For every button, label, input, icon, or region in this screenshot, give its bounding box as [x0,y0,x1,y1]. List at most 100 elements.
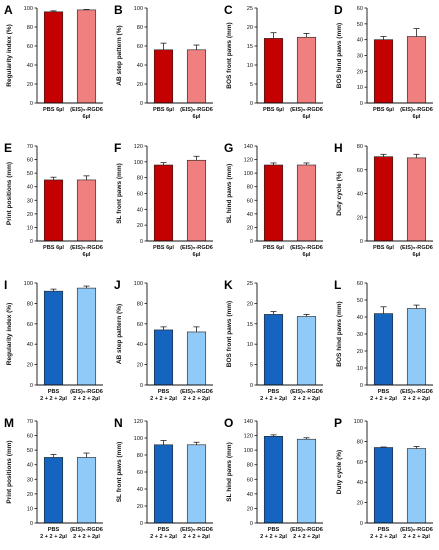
x-tick-label: PBS 6µl [43,245,64,251]
y-tick-label: 0 [250,521,253,527]
bar [406,36,427,104]
y-tick-label: 60 [357,460,363,466]
bar [373,313,394,386]
x-tick-label: (EIS)₅-RGD6 [290,527,323,533]
y-tick-label: 10 [27,506,33,512]
y-tick-label: 60 [357,168,363,174]
x-tick-label: PBS [268,527,280,533]
y-tick-label: 140 [244,144,253,150]
bar [263,435,284,524]
x-tick-label: PBS 6µl [263,245,284,251]
x-tick-label: (EIS)₅-RGD6 [290,389,323,395]
y-tick-label: 80 [137,301,143,307]
y-tick-label: 100 [354,419,363,425]
y-tick-label: 70 [27,144,33,150]
panel-letter: E [4,141,12,155]
x-tick-label: 6µl [413,252,421,258]
panel-letter: N [114,416,123,430]
panel-letter: D [334,3,343,17]
x-tick-label: (EIS)₅-RGD6 [70,107,103,113]
y-tick-label: 20 [247,301,253,307]
bar [263,314,284,386]
x-tick-label: (EIS)₅-RGD6 [180,389,213,395]
y-tick-label: 60 [137,192,143,198]
y-tick-label: 0 [30,101,33,107]
x-tick-label: PBS [378,389,390,395]
y-tick-label: 20 [137,504,143,510]
bar [263,164,284,242]
x-tick-label: 6µl [83,252,91,258]
y-tick-label: 60 [137,44,143,50]
x-tick-label: PBS [268,389,280,395]
x-tick-label: PBS 6µl [373,107,394,113]
x-tick-label: PBS 6µl [43,107,64,113]
y-tick-label: 10 [357,366,363,372]
bar [186,49,207,104]
x-tick-label: 6µl [413,114,421,120]
y-axis-label: SL front paws (mm) [116,442,123,503]
y-tick-label: 20 [27,82,33,88]
bar [373,39,394,104]
bar [76,287,97,386]
x-tick-label: (EIS)₅-RGD6 [180,527,213,533]
y-tick-label: 80 [137,453,143,459]
x-tick-label: 2 + 2 + 2µl [370,534,397,540]
y-tick-label: 60 [27,434,33,440]
x-tick-label: 2 + 2 + 2µl [260,534,287,540]
y-tick-label: 0 [30,521,33,527]
y-tick-label: 40 [247,492,253,498]
x-tick-label: (EIS)₅-RGD6 [180,107,213,113]
y-tick-label: 20 [357,501,363,507]
y-tick-label: 60 [357,6,363,12]
y-tick-label: 50 [357,298,363,304]
y-axis-label: Duty cycle (%) [336,171,343,215]
panel-letter: M [4,416,14,430]
y-tick-label: 120 [244,434,253,440]
x-tick-label: 2 + 2 + 2µl [403,534,430,540]
y-axis-label: BOS hind paws (mm) [336,301,343,366]
x-tick-label: (EIS)₅-RGD6 [70,527,103,533]
bar [186,159,207,242]
y-axis-label: SL hind paws (mm) [226,164,233,223]
y-tick-label: 100 [244,171,253,177]
bar [296,36,317,104]
y-tick-label: 80 [357,144,363,150]
y-tick-label: 0 [360,101,363,107]
y-tick-label: 20 [247,225,253,231]
x-tick-label: (EIS)₅-RGD6 [290,107,323,113]
y-tick-label: 80 [137,25,143,31]
y-tick-label: 60 [137,322,143,328]
x-tick-label: PBS 6µl [153,107,174,113]
y-axis-label: Duty cycle (%) [336,450,343,494]
y-tick-label: 100 [134,281,143,287]
x-tick-label: 2 + 2 + 2µl [370,396,397,402]
y-tick-label: 10 [357,85,363,91]
y-tick-label: 40 [27,63,33,69]
x-tick-label: (EIS)₅-RGD6 [400,389,433,395]
y-tick-label: 0 [360,521,363,527]
panel-letter: B [114,3,123,17]
y-tick-label: 20 [357,69,363,75]
y-tick-label: 60 [247,477,253,483]
y-tick-label: 40 [357,192,363,198]
y-tick-label: 0 [250,101,253,107]
y-tick-label: 0 [30,383,33,389]
bar [153,329,174,386]
y-tick-label: 80 [357,439,363,445]
y-tick-label: 20 [357,215,363,221]
panel-letter: O [224,416,233,430]
y-tick-label: 40 [137,63,143,69]
bar [43,179,64,242]
x-tick-label: 2 + 2 + 2µl [183,534,210,540]
y-tick-label: 60 [27,322,33,328]
y-tick-label: 15 [247,44,253,50]
y-tick-label: 40 [247,212,253,218]
y-tick-label: 80 [27,301,33,307]
